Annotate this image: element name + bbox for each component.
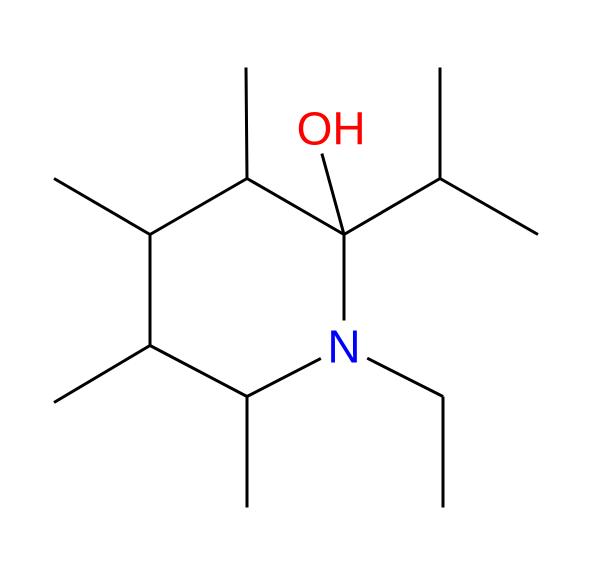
- bond: [440, 179, 538, 235]
- bond: [54, 346, 150, 403]
- bond: [367, 358, 443, 396]
- bond: [150, 346, 247, 397]
- atom-label-n: N: [327, 321, 360, 373]
- bond: [247, 358, 321, 396]
- bond: [344, 179, 440, 235]
- bond: [246, 68, 247, 179]
- atom-label-o: OH: [297, 103, 366, 155]
- molecule-diagram: N OH: [0, 0, 603, 575]
- atoms-layer: N OH: [297, 103, 366, 373]
- bond: [54, 179, 150, 235]
- bond: [150, 179, 247, 235]
